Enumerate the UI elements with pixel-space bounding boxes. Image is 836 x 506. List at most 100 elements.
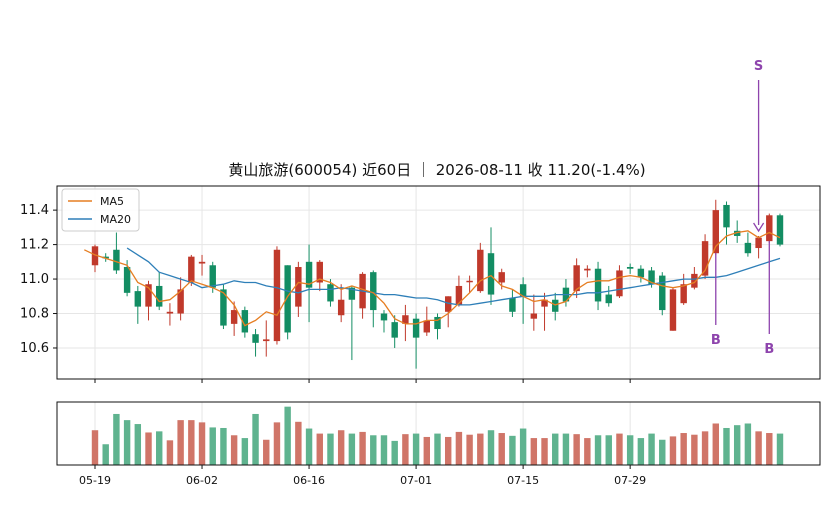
candles <box>91 199 784 369</box>
volume-bar <box>626 435 634 465</box>
candle-body <box>166 311 174 314</box>
volume-bar <box>198 422 206 465</box>
candle-body <box>220 289 227 326</box>
candle-body <box>701 241 709 276</box>
volume-bar <box>348 433 356 465</box>
volume-bar <box>573 434 580 465</box>
price-grid <box>57 186 820 383</box>
candle-body <box>412 318 420 338</box>
y-tick-label: 10.8 <box>20 307 49 322</box>
candle-body <box>444 296 452 312</box>
candle-body <box>402 315 409 324</box>
volume-bar <box>477 433 484 465</box>
candle-body <box>712 210 719 254</box>
volume-bar <box>776 433 784 465</box>
candle-body <box>327 284 334 302</box>
candle-body <box>113 249 120 271</box>
candle-body <box>241 310 249 333</box>
volume-bar <box>701 431 709 465</box>
volume-bar <box>391 440 398 465</box>
volume-bars <box>91 406 784 465</box>
volume-bar <box>102 444 109 465</box>
candle-body <box>305 261 313 288</box>
volume-bar <box>295 421 302 465</box>
volume-bar <box>230 435 238 465</box>
candle-body <box>209 265 216 288</box>
candle-body <box>626 266 634 269</box>
candle-body <box>573 265 580 292</box>
candle-body <box>337 299 345 316</box>
volume-bar <box>316 433 323 465</box>
volume-bar <box>434 433 441 465</box>
volume-bar <box>402 434 409 465</box>
candle-body <box>316 261 323 283</box>
candle-body <box>616 270 623 297</box>
volume-bar <box>177 420 184 465</box>
candle-body <box>733 230 741 236</box>
candle-body <box>648 270 655 285</box>
candle-body <box>198 261 206 264</box>
volume-bar <box>680 433 687 465</box>
candle-body <box>188 256 195 283</box>
volume-bar <box>327 433 334 465</box>
candle-body <box>434 316 441 330</box>
candle-body <box>177 289 184 314</box>
volume-bar <box>723 427 730 465</box>
candle-body <box>156 285 163 307</box>
candle-body <box>284 265 291 333</box>
volume-bar <box>337 430 345 465</box>
candle-body <box>680 284 687 304</box>
candle-body <box>295 266 302 307</box>
buy-signal-label: B <box>711 333 721 348</box>
candle-body <box>509 298 516 312</box>
candle-body <box>391 322 398 338</box>
candle-body <box>423 320 431 333</box>
candle-body <box>744 242 752 254</box>
candle-body <box>755 237 762 249</box>
volume-bar <box>359 431 366 465</box>
candle-body <box>776 215 784 245</box>
y-tick-label: 11.0 <box>20 272 49 287</box>
volume-bar <box>594 435 602 465</box>
candle-body <box>766 215 773 242</box>
volume-bar <box>669 436 677 465</box>
legend-label: MA5 <box>100 195 124 208</box>
candle-body <box>263 339 270 342</box>
candle-body <box>230 310 238 324</box>
y-tick-label: 10.6 <box>20 341 49 356</box>
volume-bar <box>733 425 741 465</box>
x-tick-label: 07-01 <box>400 474 432 487</box>
candle-body <box>123 266 131 293</box>
legend: MA5 MA20 <box>61 188 140 232</box>
volume-bar <box>552 433 559 465</box>
volume-bar <box>380 435 388 465</box>
volume-bar <box>263 439 270 465</box>
volume-bar <box>412 433 420 465</box>
volume-bar <box>220 427 227 465</box>
sell-signal-arrow <box>753 222 765 233</box>
candle-body <box>669 289 677 331</box>
candle-body <box>605 294 612 304</box>
volume-bar <box>744 423 752 465</box>
candle-body <box>145 284 152 307</box>
volume-bar <box>273 422 281 465</box>
volume-bar <box>766 433 773 465</box>
volume-bar <box>91 430 99 465</box>
x-tick-label: 06-02 <box>186 474 218 487</box>
volume-bar <box>509 435 516 465</box>
candle-body <box>91 246 99 266</box>
x-tick-label: 07-15 <box>507 474 539 487</box>
volume-bar <box>755 431 762 465</box>
volume-bar <box>305 428 313 465</box>
candle-body <box>134 291 142 307</box>
candle-body <box>552 299 559 312</box>
candle-body <box>530 313 538 319</box>
ma20-line <box>126 247 781 306</box>
chart-title: 黄山旅游(600054) 近60日 ｜ 2026-08-11 收 11.20(-… <box>228 161 645 179</box>
candle-body <box>466 280 473 283</box>
volume-bar <box>530 438 538 465</box>
volume-bar <box>659 439 666 465</box>
buy-signal-label: B <box>764 342 774 357</box>
volume-bar <box>423 436 431 465</box>
